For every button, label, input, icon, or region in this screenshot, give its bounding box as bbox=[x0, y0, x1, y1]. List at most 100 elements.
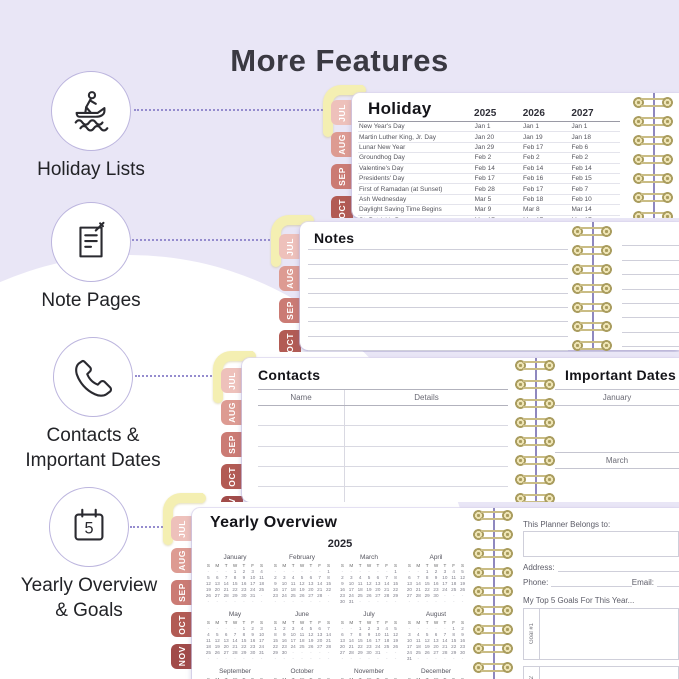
spiral-coil bbox=[515, 360, 555, 371]
feature-holiday-lists: Holiday Lists bbox=[37, 71, 145, 180]
year-column-header: 2025 bbox=[474, 108, 497, 119]
month-tab: OCT bbox=[331, 196, 353, 218]
month-tab: JUL bbox=[171, 516, 193, 541]
spiral-coil bbox=[572, 321, 612, 332]
binding-spine bbox=[493, 508, 495, 679]
contacts-spread: JUL AUG SEP OCT NOV Contacts Name Details Im… bbox=[210, 348, 679, 502]
spiral-coil bbox=[473, 529, 513, 540]
important-dates-title: Important Dates bbox=[565, 367, 677, 383]
mini-month-calendar: March S M T W T F S - - - - - -1 2 3 4 5 6 7 8 9 10 11 12 13 14 15 1… bbox=[339, 554, 399, 604]
connector-holiday bbox=[134, 106, 359, 115]
note-lines-right bbox=[622, 232, 679, 348]
contact-row bbox=[258, 406, 508, 427]
month-section-label: January bbox=[555, 389, 679, 406]
spiral-coil bbox=[572, 340, 612, 351]
spiral-coil bbox=[515, 417, 555, 428]
spiral-coil bbox=[473, 548, 513, 559]
holiday-table-header: 2025 2026 2027 bbox=[358, 101, 620, 122]
holiday-row: Daylight Saving Time Begins Mar 9 Mar 8 Mar… bbox=[358, 205, 620, 216]
spiral-coil bbox=[633, 211, 673, 218]
mini-month-calendar: February S M T W T F S - - - - - -1 2 3 4 5 6 7 8 9 10 11 12 13 14… bbox=[272, 554, 332, 604]
holiday-page: Holiday 2025 2026 2027 New Year's Day Jan… bbox=[352, 93, 679, 218]
month-tab: AUG bbox=[279, 266, 301, 291]
spiral-binding bbox=[473, 510, 513, 679]
spiral-coil bbox=[572, 245, 612, 256]
bookmark-ribbon bbox=[323, 85, 366, 137]
connector-notes bbox=[132, 236, 303, 245]
goal-side-label: Goal #1 bbox=[524, 609, 540, 659]
spiral-coil bbox=[572, 283, 612, 294]
mini-month-calendar: OctoberSMTWTFS---12345678910111213141516… bbox=[274, 668, 330, 679]
mini-month-calendar: DecemberSMTWTFS-123456789101112131415161… bbox=[408, 668, 464, 679]
yearly-overview-page: Yearly Overview 2025 January S M T W T F S - - -1 2… bbox=[192, 508, 679, 679]
spiral-coil bbox=[515, 455, 555, 466]
mini-month-calendar: August S M T W T F S - - - - -1 2 3 4 5 6 7 8 9 10 11 12 13 14 15 1… bbox=[406, 611, 466, 661]
spiral-coil bbox=[473, 605, 513, 616]
spiral-coil bbox=[515, 474, 555, 485]
spiral-coil bbox=[473, 510, 513, 521]
month-tab: OCT bbox=[221, 464, 243, 489]
month-tab: JUL bbox=[331, 100, 353, 125]
month-tab: SEP bbox=[331, 164, 353, 189]
spiral-coil bbox=[633, 97, 673, 108]
spiral-coil bbox=[473, 586, 513, 597]
notes-page: Notes bbox=[300, 222, 679, 352]
bookmark-ribbon bbox=[271, 215, 314, 267]
month-tab: AUG bbox=[221, 400, 243, 425]
mini-month-calendar: SeptemberSMTWTFS-12345678910111213141516… bbox=[207, 668, 263, 679]
mini-month-calendar: May S M T W T F S - - - -1 2 3 4 5 6 7 8 9 10 11 12 13 14 15 16 17 1… bbox=[205, 611, 265, 661]
month-tab: JUL bbox=[221, 368, 243, 393]
contact-row bbox=[258, 446, 508, 467]
goal-box: Goal #1 bbox=[523, 608, 679, 660]
binding-spine bbox=[535, 358, 537, 502]
spiral-coil bbox=[572, 226, 612, 237]
holiday-row: Ash Wednesday Mar 5 Feb 18 Feb 10 bbox=[358, 195, 620, 206]
holiday-row: Martin Luther King, Jr. Day Jan 20 Jan 19 J… bbox=[358, 132, 620, 143]
mini-month-calendars: January S M T W T F S - - -1 2 3 4 5 6 7 8 9 10 11 12 13 14 15 16… bbox=[204, 554, 476, 679]
holiday-row: Lunar New Year Jan 29 Feb 17 Feb 6 bbox=[358, 143, 620, 154]
month-tab: OCT bbox=[279, 330, 301, 352]
page-title: More Features bbox=[230, 42, 449, 78]
spiral-binding bbox=[572, 226, 612, 352]
month-tab: JUL bbox=[279, 234, 301, 259]
belongs-field bbox=[523, 531, 679, 557]
mini-month-calendar: April S M T W T F S - -1 2 3 4 5 6 7 8 9 10 11 12 13 14 15 16 17 1… bbox=[406, 554, 466, 604]
feature-label: Yearly Overview bbox=[20, 575, 158, 596]
spiral-binding bbox=[515, 360, 555, 502]
feature-yearly-overview-goals: 5 Yearly Overview & Goals bbox=[21, 487, 157, 621]
month-tab: OCT bbox=[171, 612, 193, 637]
phone-icon bbox=[75, 359, 113, 397]
feature-icon-circle bbox=[53, 337, 133, 417]
feature-note-pages: Note Pages bbox=[41, 202, 141, 311]
holiday-row: Groundhog Day Feb 2 Feb 2 Feb 2 bbox=[358, 153, 620, 164]
year-column-header: 2026 bbox=[522, 108, 545, 119]
holiday-row: St. Patrick's DayMar 17Mar 17Mar 17 bbox=[358, 216, 620, 218]
phone-field bbox=[551, 577, 632, 587]
holiday-row: New Year's Day Jan 1 Jan 1 Jan 1 bbox=[358, 122, 620, 133]
important-dates-section: January March bbox=[555, 389, 679, 469]
contact-row bbox=[258, 426, 508, 447]
feature-label: Important Dates bbox=[25, 450, 161, 471]
spiral-coil bbox=[633, 154, 673, 165]
contacts-table-header: Name Details bbox=[258, 389, 508, 406]
mini-month-calendar: June S M T W T F S 1 2 3 4 5 6 7 8 9 10 11 12 13 14 15 16 17 18 19… bbox=[272, 611, 332, 661]
contact-row bbox=[258, 466, 508, 488]
email-field bbox=[657, 577, 679, 587]
spiral-coil bbox=[515, 398, 555, 409]
feature-label: Holiday Lists bbox=[37, 159, 145, 180]
mini-month-calendar: July S M T W T F S - -1 2 3 4 5 6 7 8 9 10 11 12 13 14 15 16 17 18… bbox=[339, 611, 399, 661]
feature-label: Contacts & bbox=[46, 425, 140, 446]
spiral-binding bbox=[633, 97, 673, 218]
holiday-page-title: Holiday bbox=[368, 99, 432, 118]
name-column-header: Name bbox=[258, 390, 345, 405]
belongs-label: This Planner Belongs to: bbox=[523, 520, 611, 529]
feature-icon-circle: 5 bbox=[49, 487, 129, 567]
spiral-coil bbox=[633, 135, 673, 146]
spiral-coil bbox=[515, 436, 555, 447]
spiral-coil bbox=[473, 624, 513, 635]
